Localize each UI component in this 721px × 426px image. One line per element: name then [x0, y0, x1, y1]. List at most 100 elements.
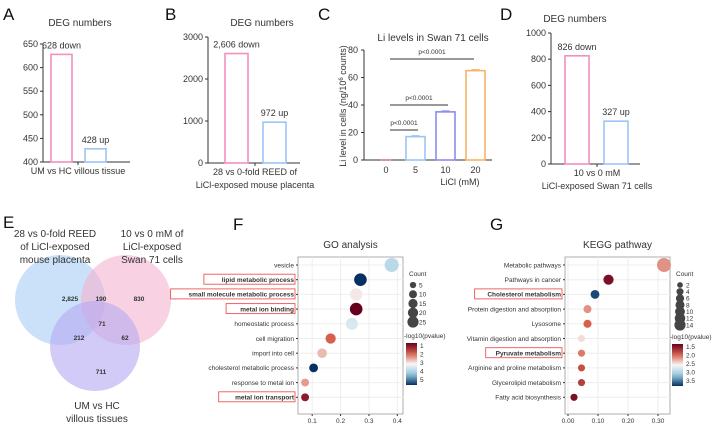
- bar-up: [84, 147, 107, 163]
- p-value-label: p<0.0001: [418, 49, 446, 56]
- size-legend-label: 10: [419, 292, 427, 299]
- size-legend-label: 14: [686, 322, 694, 329]
- bar-down: [50, 53, 73, 163]
- data-label: 972 up: [261, 108, 289, 118]
- colorbar-label: 1: [420, 343, 424, 350]
- y-tick-label: 500: [23, 110, 38, 120]
- y-tick-label: 800: [531, 54, 546, 64]
- colorbar: [672, 344, 683, 386]
- data-label: 2,606 down: [213, 40, 260, 50]
- size-legend-dot: [674, 319, 686, 331]
- highlight-box: [170, 288, 296, 300]
- superscript: 6: [339, 77, 345, 81]
- size-legend-dot: [407, 316, 419, 328]
- size-legend-dot: [409, 281, 417, 289]
- data-label: 428 up: [82, 135, 110, 145]
- y-tick-label: 400: [23, 157, 38, 167]
- y-tick-label: 550: [23, 86, 38, 96]
- data-point: [570, 393, 578, 401]
- x-tick-label: 0.1: [308, 418, 317, 425]
- size-legend-label: 20: [419, 310, 427, 317]
- y-tick-label: 1000: [183, 116, 203, 126]
- data-label: 826 down: [557, 42, 596, 52]
- category-label: LiCl-exposed mouse placenta: [196, 180, 315, 190]
- venn-count-AC: 212: [74, 335, 85, 342]
- term-label: small molecule metabolic process: [189, 292, 295, 299]
- data-point: [301, 378, 310, 387]
- y-tick-label: 600: [531, 80, 546, 90]
- y-tick-label: 600: [23, 63, 38, 73]
- size-legend-dot: [675, 294, 685, 303]
- term-label: lipid metabolic process: [222, 277, 295, 284]
- size-legend-title: Count: [676, 271, 694, 278]
- p-value-label: p<0.0001: [405, 95, 433, 102]
- size-legend-label: 2: [686, 282, 690, 289]
- data-point: [603, 274, 614, 285]
- panel-label-B: B: [165, 5, 176, 24]
- colorbar: [406, 343, 417, 385]
- size-legend-title: Count: [409, 271, 427, 278]
- term-label: homeostatic process: [234, 321, 294, 328]
- term-label: response to metal ion: [232, 380, 295, 387]
- panel-label-C: C: [318, 5, 330, 24]
- colorbar-label: 3.0: [686, 370, 695, 377]
- term-label: cholesterol metabolic process: [208, 365, 294, 372]
- term-label: import into cell: [252, 351, 294, 358]
- size-legend-label: 4: [686, 289, 690, 296]
- data-point: [384, 258, 399, 272]
- data-point: [657, 258, 671, 272]
- venn-count-AB: 190: [96, 296, 107, 303]
- venn-set-label: of LiCl-exposed: [20, 242, 89, 253]
- bar-5: [405, 135, 426, 161]
- panel-label-E: E: [3, 213, 14, 232]
- data-point: [350, 288, 363, 301]
- colorbar-label: 2.5: [686, 361, 695, 368]
- y-tick-label: 450: [23, 133, 38, 143]
- term-label: Glycerolipid metabolism: [492, 380, 561, 387]
- highlight-box: [485, 347, 563, 359]
- venn-set-label: 10 vs 0 mM of: [121, 229, 184, 240]
- y-tick-label: 400: [531, 107, 546, 117]
- venn-set-label: mouse placenta: [20, 255, 91, 266]
- data-point: [577, 364, 586, 372]
- size-legend-dot: [409, 290, 417, 299]
- x-tick-label: 20: [470, 165, 480, 175]
- term-label: Fatty acid biosynthesis: [495, 395, 562, 402]
- colorbar-label: 5: [420, 377, 424, 384]
- chart-title-B: DEG numbers: [230, 18, 293, 29]
- data-point: [577, 379, 586, 387]
- y-tick-label: 80: [348, 45, 358, 55]
- y-tick-label: 200: [531, 133, 546, 143]
- colorbar-label: 2: [420, 352, 424, 359]
- term-label: Lysosome: [532, 321, 562, 328]
- y-tick-label: 1000: [526, 28, 546, 38]
- colorbar-label: 4: [420, 369, 424, 376]
- venn-circle-villous: [50, 301, 140, 391]
- size-legend-dot: [675, 300, 685, 310]
- x-tick-label: 5: [413, 165, 418, 175]
- venn-count-C_only: 711: [96, 369, 107, 376]
- size-legend-dot: [676, 288, 684, 296]
- x-axis-label: LiCl (mM): [441, 177, 480, 187]
- venn-set-label: 28 vs 0-fold REED: [14, 229, 96, 240]
- term-label: Vitamin digestion and absorption: [467, 336, 562, 343]
- data-point: [354, 273, 367, 286]
- chart-title-G: KEGG pathway: [583, 240, 652, 251]
- y-tick-label: 40: [348, 100, 358, 110]
- data-label: 327 up: [602, 107, 630, 117]
- bar-up: [603, 120, 629, 165]
- data-point: [325, 333, 336, 344]
- y-tick-label: 60: [348, 73, 358, 83]
- venn-set-label: LiCl-exposed: [123, 242, 181, 253]
- chart-title-C: Li levels in Swan 71 cells: [377, 33, 488, 44]
- data-point: [349, 302, 363, 316]
- size-legend-label: 15: [419, 301, 427, 308]
- chart-title-F: GO analysis: [323, 240, 377, 251]
- venn-count-ABC: 71: [98, 321, 106, 328]
- data-point-0: [384, 158, 388, 162]
- y-axis-label: Li level in cells (ng/106 counts): [338, 45, 348, 166]
- term-label: cell migration: [256, 336, 295, 343]
- data-point-0: [388, 158, 392, 162]
- bar-down: [564, 54, 590, 165]
